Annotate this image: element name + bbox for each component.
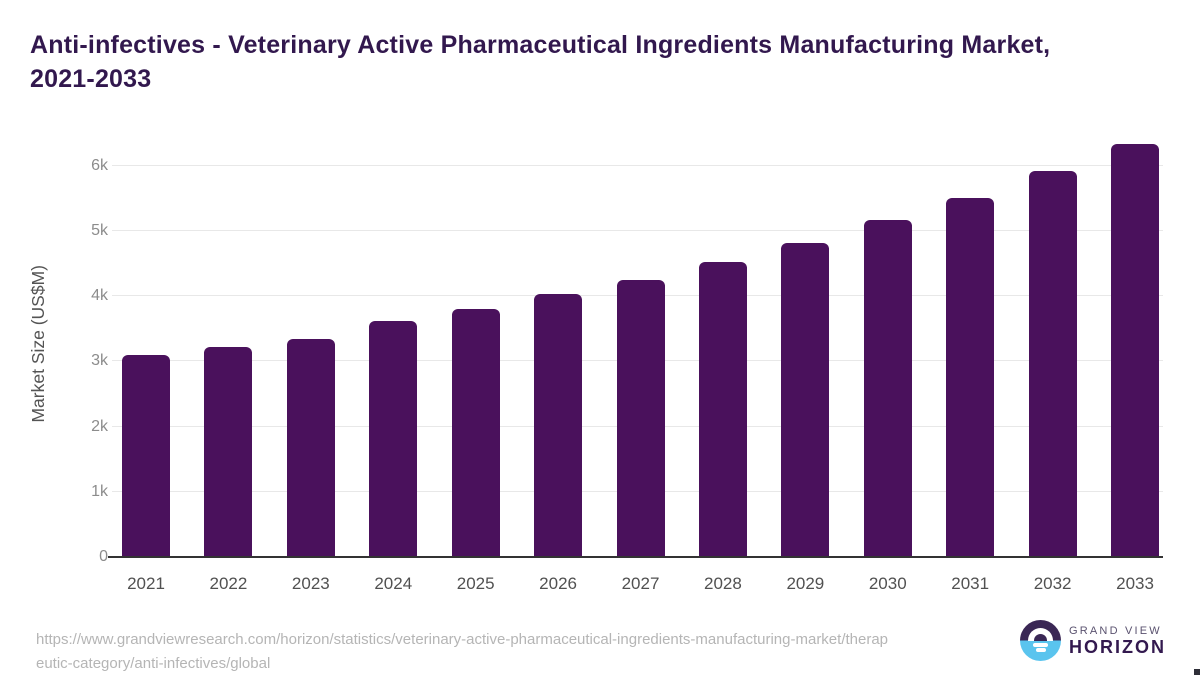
corner-artifact — [1194, 669, 1200, 675]
logo-text-horizon: HORIZON — [1069, 636, 1166, 657]
x-tick-label-2031: 2031 — [951, 574, 990, 593]
page-title-line1: Anti-infectives - Veterinary Active Phar… — [30, 31, 1051, 59]
x-tick-label-2022: 2022 — [209, 574, 248, 593]
bar-2028 — [698, 261, 747, 557]
reflection-bar-2 — [1035, 648, 1046, 652]
bar-2031 — [946, 197, 995, 557]
x-tick-label-2023: 2023 — [291, 574, 330, 593]
reflection-bar-1 — [1033, 643, 1048, 647]
gridline-5k — [112, 230, 1163, 232]
page-title: Anti-infectives - Veterinary Active Phar… — [30, 28, 1180, 96]
bar-2021 — [122, 354, 170, 557]
bar-2025 — [451, 308, 500, 557]
x-tick-label-2024: 2024 — [374, 574, 413, 593]
y-tick-label-0: 0 — [99, 548, 108, 565]
x-axis-ticks: 2021 2022 2023 2024 2025 2026 2027 2028 2029 2030… — [112, 574, 1163, 598]
source-url: https://www.grandviewresearch.com/horizo… — [36, 628, 936, 676]
y-tick-label-2k: 2k — [91, 417, 108, 435]
bar-2027 — [616, 279, 665, 557]
sun-core-shape — [1034, 634, 1047, 641]
y-tick-label-6k: 6k — [91, 156, 108, 174]
x-tick-label-2028: 2028 — [704, 574, 742, 593]
plot-area — [108, 130, 1163, 558]
x-tick-label-2032: 2032 — [1033, 574, 1072, 593]
bar-2026 — [534, 294, 583, 557]
x-tick-label-2027: 2027 — [621, 574, 660, 593]
grandview-horizon-logo: GRAND VIEW HORIZON — [1020, 620, 1166, 661]
x-tick-label-2030: 2030 — [868, 574, 907, 593]
y-tick-label-5k: 5k — [91, 222, 108, 240]
x-axis-line — [108, 556, 1163, 558]
logo-text: GRAND VIEW HORIZON — [1069, 625, 1166, 657]
x-tick-label-2025: 2025 — [456, 574, 495, 593]
bar-2024 — [369, 321, 418, 557]
x-tick-label-2026: 2026 — [539, 574, 577, 593]
sunrise-horizon-icon — [1020, 620, 1061, 661]
source-url-line1: https://www.grandviewresearch.com/horizo… — [36, 631, 889, 648]
y-axis-ticks: 0 1k 2k 3k 4k 5k 6k — [46, 130, 108, 565]
bar-2030 — [863, 219, 912, 557]
bar-2029 — [781, 242, 830, 557]
y-tick-label-3k: 3k — [91, 352, 108, 370]
x-tick-label-2021: 2021 — [127, 574, 165, 593]
y-tick-label-1k: 1k — [91, 482, 108, 500]
y-tick-label-4k: 4k — [91, 287, 108, 305]
x-tick-label-2033: 2033 — [1116, 574, 1154, 593]
source-url-line2: eutic-category/anti-infectives/global — [36, 655, 271, 672]
bar-2033 — [1111, 143, 1160, 557]
gridline-6k — [112, 164, 1163, 166]
logo-text-grand-view: GRAND VIEW — [1069, 624, 1162, 637]
page-title-line2: 2021-2033 — [30, 65, 152, 93]
bar-2022 — [204, 347, 253, 557]
x-tick-label-2029: 2029 — [786, 574, 825, 593]
bar-2023 — [286, 339, 335, 557]
bar-2032 — [1028, 171, 1077, 557]
